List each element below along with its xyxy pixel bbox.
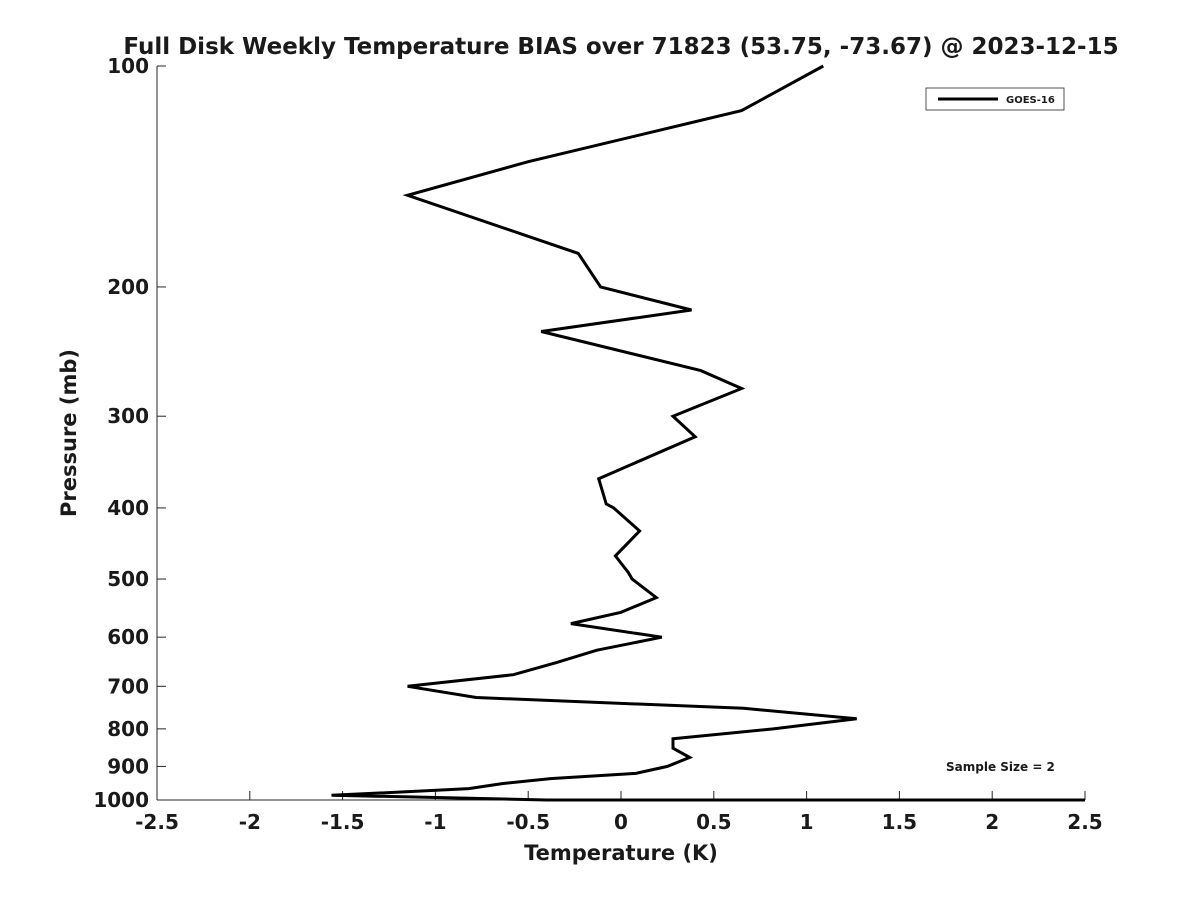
y-tick-label: 600 [107,625,149,649]
series-layer [331,64,1085,802]
chart-title: Full Disk Weekly Temperature BIAS over 7… [123,34,1118,60]
y-axis-label: Pressure (mb) [57,349,81,517]
x-axis-label: Temperature (K) [524,841,718,865]
y-tick-label: 900 [107,754,149,778]
legend: GOES-16 [925,87,1065,111]
x-tick-label: 2.5 [1067,810,1102,834]
plot-area [156,66,1085,801]
x-tick-label: -2 [239,810,261,834]
y-tick-label: 800 [107,717,149,741]
x-tick-label: -1 [424,810,446,834]
y-tick-label: 100 [107,54,149,78]
x-tick-label: 2 [985,810,999,834]
x-tick-label: 1 [800,810,814,834]
series-line-goes-16 [331,64,1085,802]
y-tick-label: 400 [107,496,149,520]
x-tick-label: 0 [614,810,628,834]
x-tick-label: -2.5 [135,810,179,834]
y-axis-ticks: 100 200 300 400 500 600 700 800 900 1000 [93,54,166,812]
y-tick-label: 300 [107,404,149,428]
x-tick-label: -0.5 [506,810,550,834]
x-tick-label: -1.5 [321,810,365,834]
legend-label-goes-16: GOES-16 [1006,95,1055,106]
y-tick-label: 700 [107,674,149,698]
y-tick-label: 200 [107,275,149,299]
x-tick-label: 0.5 [696,810,731,834]
x-tick-label: 1.5 [882,810,917,834]
x-axis-ticks: -2.5 -2 -1.5 -1 -0.5 0 0.5 1 1.5 2 2.5 [135,791,1103,834]
y-tick-label: 1000 [93,788,149,812]
sample-size-annotation: Sample Size = 2 [946,760,1055,774]
y-tick-label: 500 [107,567,149,591]
